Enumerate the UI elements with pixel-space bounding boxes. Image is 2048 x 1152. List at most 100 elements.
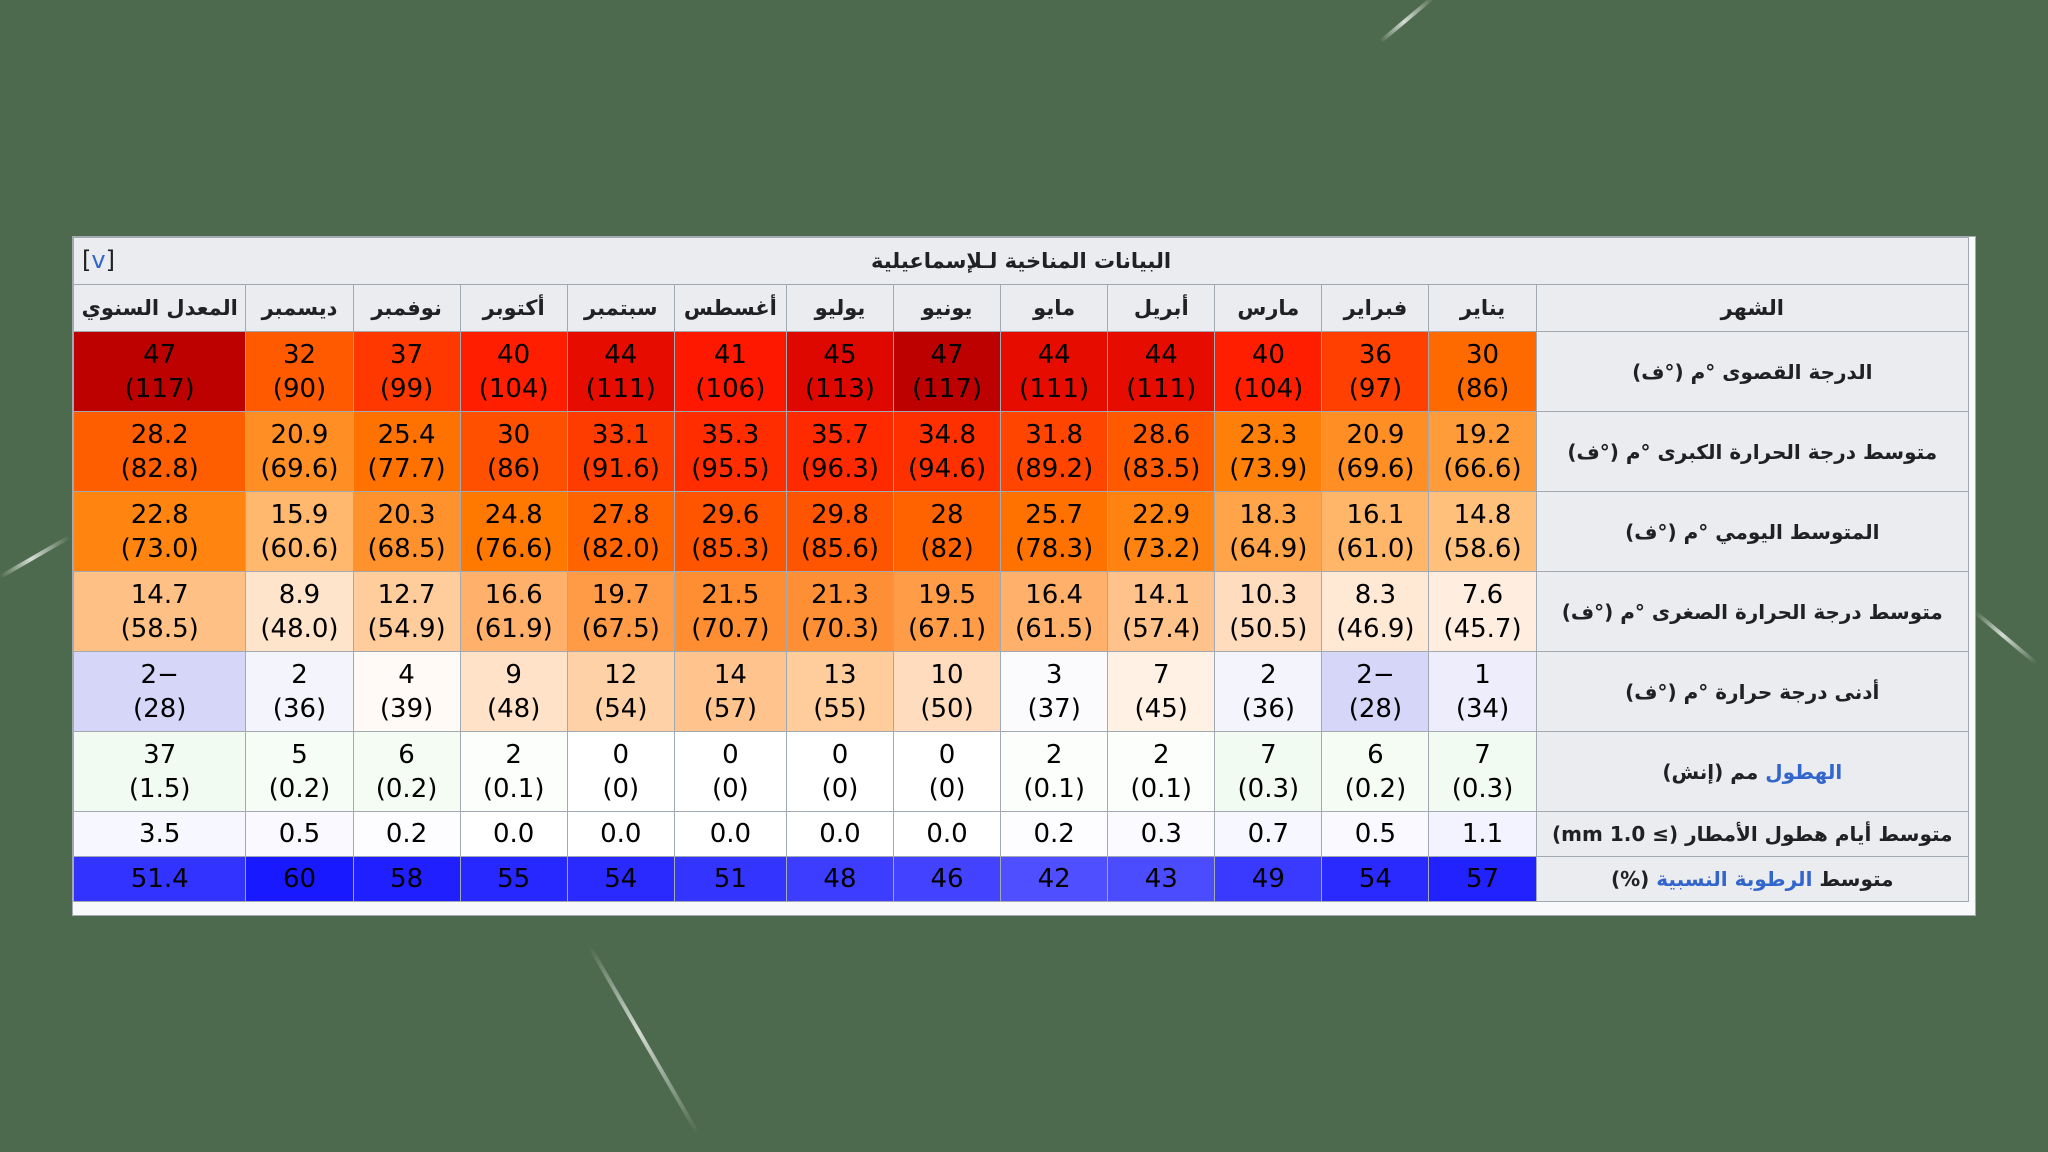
table-cell: 20.3 (68.5): [352, 491, 461, 572]
cell-value-imperial: (0.3): [1237, 773, 1300, 804]
cell-value: 14.8: [1453, 499, 1512, 530]
table-cell: 13 (55): [785, 651, 895, 732]
table-cell: 37 (99): [352, 331, 461, 412]
table-cell: 41 (106): [673, 331, 787, 412]
view-template-link[interactable]: [v]: [82, 246, 115, 274]
cell-value-imperial: (0): [711, 773, 749, 804]
light-streak: [1973, 610, 2038, 665]
table-cell: 16.4 (61.5): [1000, 571, 1109, 652]
table-cell: 8.9 (48.0): [245, 571, 354, 652]
table-cell: 42: [1000, 856, 1109, 902]
cell-value: 21.3: [811, 579, 869, 610]
table-cell: 6 (0.2): [352, 731, 461, 812]
table-cell: 7 (0.3): [1214, 731, 1323, 812]
table-cell: 2 (0.1): [1107, 731, 1216, 812]
cell-value: 0.2: [385, 819, 428, 849]
month-header: يونيو: [893, 284, 1002, 332]
cell-value: 16.6: [484, 579, 543, 610]
table-cell: 6 (0.2): [1321, 731, 1430, 812]
cell-value: 0.0: [492, 819, 535, 849]
cell-value-imperial: (36): [272, 693, 327, 724]
table-cell: 58: [352, 856, 461, 902]
month-header: نوفمبر: [352, 284, 461, 332]
row-label: المتوسط اليومي °م (°ف): [1535, 491, 1970, 572]
cell-value-imperial: (104): [478, 373, 549, 404]
cell-value: 0: [831, 739, 849, 770]
table-cell: 14.8 (58.6): [1428, 491, 1537, 572]
cell-value-imperial: (85.3): [691, 533, 770, 564]
cell-value-imperial: (48.0): [260, 613, 339, 644]
row-label-link[interactable]: الرطوبة النسبية: [1656, 867, 1813, 891]
table-cell: 48: [785, 856, 895, 902]
table-cell: 0.0: [785, 811, 895, 857]
table-cell: 3 (37): [1000, 651, 1109, 732]
table-cell: 1.1: [1428, 811, 1537, 857]
table-cell: 2 (0.1): [1000, 731, 1109, 812]
table-cell: 19.7 (67.5): [566, 571, 675, 652]
cell-value: 40: [1251, 339, 1285, 370]
cell-value: 34.8: [918, 419, 976, 450]
cell-value: 0.0: [600, 819, 642, 849]
cell-value-imperial: (57.4): [1122, 613, 1201, 644]
cell-value: 44: [1037, 339, 1071, 370]
cell-value: 49: [1251, 864, 1285, 894]
table-cell: 36 (97): [1321, 331, 1430, 412]
table-cell: 23.3 (73.9): [1214, 411, 1323, 492]
cell-value: 16.4: [1025, 579, 1084, 610]
row-label: الدرجة القصوى °م (°ف): [1535, 331, 1970, 412]
cell-value: 44: [604, 339, 638, 370]
table-cell: 0 (0): [673, 731, 787, 812]
table-cell: 0.0: [893, 811, 1002, 857]
cell-value-imperial: (55): [813, 693, 867, 724]
table-cell: 19.2 (66.6): [1428, 411, 1537, 492]
cell-value: 47: [143, 339, 177, 370]
cell-value: 55: [497, 864, 531, 894]
table-cell: 47 (117): [893, 331, 1002, 412]
cell-value: 5: [291, 739, 308, 770]
cell-value: 58: [390, 864, 424, 894]
table-cell: 16.6 (61.9): [459, 571, 568, 652]
cell-value-imperial: (104): [1233, 373, 1304, 404]
cell-value: 6: [398, 739, 415, 770]
table-cell: 54: [566, 856, 675, 902]
cell-value-imperial: (37): [1027, 693, 1081, 724]
table-cell: 10.3 (50.5): [1214, 571, 1323, 652]
cell-value-imperial: (0.3): [1451, 773, 1514, 804]
cell-value: 7.6: [1461, 579, 1504, 610]
cell-value: −2: [140, 659, 179, 690]
cell-value: 7: [1474, 739, 1491, 770]
table-cell: 35.7 (96.3): [785, 411, 895, 492]
cell-value: −2: [1356, 659, 1395, 690]
cell-value-imperial: (1.5): [128, 773, 191, 804]
table-cell: 0.0: [673, 811, 787, 857]
cell-value: 43: [1144, 864, 1178, 894]
table-cell: 0.0: [459, 811, 568, 857]
month-header: ديسمبر: [245, 284, 354, 332]
month-header: المعدل السنوي: [72, 284, 247, 332]
cell-value-imperial: (50): [920, 693, 974, 724]
table-cell: 22.9 (73.2): [1107, 491, 1216, 572]
row-label-text: مم (إنش): [1662, 759, 1766, 784]
table-cell: 0.5: [245, 811, 354, 857]
cell-value: 7: [1260, 739, 1277, 770]
month-header-row: الشهر يناير فبراير مارس أبريل مايو يونيو يوليو…: [72, 284, 1970, 332]
cell-value-imperial: (117): [912, 373, 983, 404]
cell-value: 47: [930, 339, 964, 370]
cell-value-imperial: (60.6): [260, 533, 339, 564]
table-cell: 51: [673, 856, 787, 902]
row-label-link[interactable]: الهطول: [1765, 759, 1843, 784]
cell-value-imperial: (82.0): [581, 533, 660, 564]
climate-table: البيانات المناخية لـلإسماعيلية [v] الشهر…: [72, 237, 1970, 902]
cell-value-imperial: (61.5): [1015, 613, 1094, 644]
month-header: مارس: [1214, 284, 1323, 332]
cell-value-imperial: (54): [594, 693, 648, 724]
cell-value: 22.8: [130, 499, 189, 530]
cell-value: 29.6: [701, 499, 760, 530]
cell-value: 40: [497, 339, 531, 370]
table-cell: 21.5 (70.7): [673, 571, 787, 652]
table-cell: 9 (48): [459, 651, 568, 732]
cell-value: 33.1: [591, 419, 650, 450]
cell-value: 42: [1037, 864, 1071, 894]
cell-value: 51.4: [130, 864, 189, 894]
cell-value-imperial: (0): [602, 773, 640, 804]
